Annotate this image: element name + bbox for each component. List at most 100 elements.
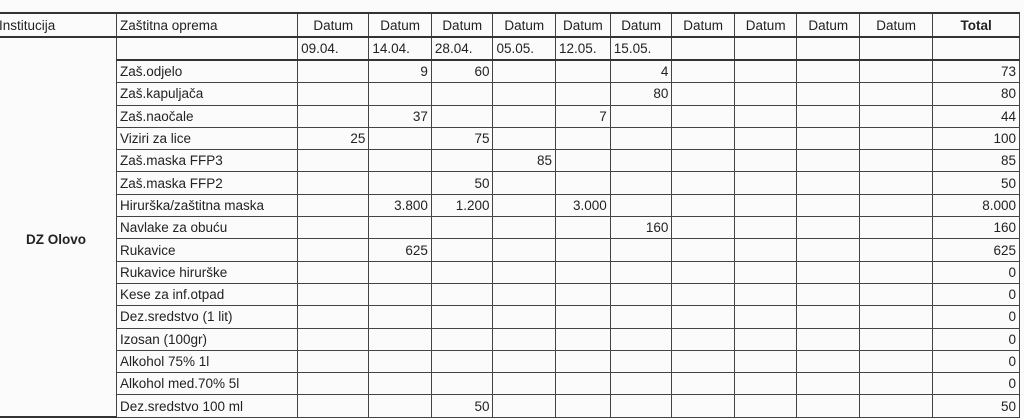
quantity-cell: [297, 394, 370, 418]
quantity-cell: [671, 104, 735, 128]
quantity-cell: [609, 327, 673, 351]
header-equipment: Zaštitna oprema: [115, 12, 299, 38]
quantity-cell: [492, 216, 557, 240]
quantity-cell: [733, 282, 798, 307]
quantity-cell: [671, 238, 735, 262]
quantity-cell: [609, 149, 673, 173]
header-date: Datum: [368, 12, 432, 38]
item-name: Hirurška/zaštitna maska: [115, 193, 299, 218]
quantity-cell: [430, 260, 494, 284]
quantity-cell: [609, 305, 673, 329]
quantity-cell: [733, 260, 798, 284]
quantity-cell: [368, 305, 432, 329]
quantity-cell: [733, 238, 798, 262]
quantity-cell: [555, 372, 611, 396]
table-row: Zaš.maska FFP2 50 50: [0, 171, 1020, 195]
quantity-cell: [297, 59, 370, 84]
quantity-cell: [430, 282, 494, 307]
header-date: Datum: [555, 12, 611, 38]
quantity-cell: [430, 349, 494, 374]
item-name: Navlake za obuću: [115, 216, 299, 240]
quantity-cell: [492, 238, 557, 262]
quantity-cell: [492, 104, 557, 128]
header-date: Datum: [858, 12, 934, 38]
quantity-cell: [555, 171, 611, 195]
quantity-cell: [858, 305, 934, 329]
quantity-cell: [671, 126, 735, 151]
quantity-cell: [671, 82, 735, 106]
quantity-cell: [733, 372, 798, 396]
date-cell: 05.05.: [492, 36, 557, 61]
quantity-cell: [297, 216, 370, 240]
quantity-cell: [671, 394, 735, 418]
table-row: Zaš.odjelo 9 60 4 73: [0, 59, 1020, 84]
total-cell: 0: [932, 282, 1020, 307]
item-name: Rukavice hirurške: [115, 260, 299, 284]
quantity-cell: [858, 82, 934, 106]
total-cell: 85: [932, 149, 1020, 173]
quantity-cell: 625: [368, 238, 432, 262]
item-name: Dez.sredstvo (1 lit): [115, 305, 299, 329]
header-row: Institucija Zaštitna oprema Datum Datum …: [0, 12, 1020, 38]
quantity-cell: [609, 126, 673, 151]
table-row: Rukavice 625 625: [0, 238, 1020, 262]
quantity-cell: [492, 372, 557, 396]
total-cell: 8.000: [932, 193, 1020, 218]
quantity-cell: [297, 260, 370, 284]
total-cell: 0: [932, 327, 1020, 351]
header-institution: Institucija: [0, 12, 117, 38]
item-name: Alkohol 75% 1l: [115, 349, 299, 374]
item-name: Alkohol med.70% 5l: [115, 372, 299, 396]
total-cell: 44: [932, 104, 1020, 128]
date-cell: [796, 36, 860, 61]
quantity-cell: [796, 349, 860, 374]
quantity-cell: [858, 394, 934, 418]
total-cell: 73: [932, 59, 1020, 84]
quantity-cell: [796, 238, 860, 262]
total-empty-cell: [932, 36, 1020, 61]
quantity-cell: [492, 193, 557, 218]
quantity-cell: [297, 282, 370, 307]
quantity-cell: 1.200: [430, 193, 494, 218]
quantity-cell: [368, 394, 432, 418]
quantity-cell: [368, 82, 432, 106]
quantity-cell: [555, 305, 611, 329]
quantity-cell: [430, 104, 494, 128]
quantity-cell: [858, 216, 934, 240]
quantity-cell: [368, 126, 432, 151]
quantity-cell: [671, 260, 735, 284]
institution-name: DZ Olovo: [25, 231, 86, 247]
date-cell: [858, 36, 934, 61]
quantity-cell: [796, 82, 860, 106]
header-date: Datum: [492, 12, 557, 38]
quantity-cell: [609, 282, 673, 307]
quantity-cell: 25: [297, 126, 370, 151]
table-row: Viziri za lice 25 75 100: [0, 126, 1020, 151]
item-name: Kese za inf.otpad: [115, 282, 299, 307]
quantity-cell: [671, 305, 735, 329]
table-row: Alkohol 75% 1l 0: [0, 349, 1020, 374]
quantity-cell: [796, 171, 860, 195]
quantity-cell: [858, 349, 934, 374]
quantity-cell: 160: [609, 216, 673, 240]
quantity-cell: [297, 372, 370, 396]
item-name: Zaš.kapuljača: [115, 82, 299, 106]
quantity-cell: [796, 104, 860, 128]
date-cell: [733, 36, 798, 61]
total-cell: 160: [932, 216, 1020, 240]
header-date: Datum: [671, 12, 735, 38]
quantity-cell: [555, 349, 611, 374]
quantity-cell: [858, 171, 934, 195]
total-cell: 0: [932, 260, 1020, 284]
date-cell: 28.04.: [430, 36, 494, 61]
item-name: Rukavice: [115, 238, 299, 262]
quantity-cell: [430, 305, 494, 329]
quantity-cell: [430, 82, 494, 106]
quantity-cell: [492, 82, 557, 106]
header-date: Datum: [430, 12, 494, 38]
date-cell: 14.04.: [368, 36, 432, 61]
quantity-cell: [368, 149, 432, 173]
quantity-cell: [858, 149, 934, 173]
quantity-cell: [733, 349, 798, 374]
date-cell: 12.05.: [555, 36, 611, 61]
